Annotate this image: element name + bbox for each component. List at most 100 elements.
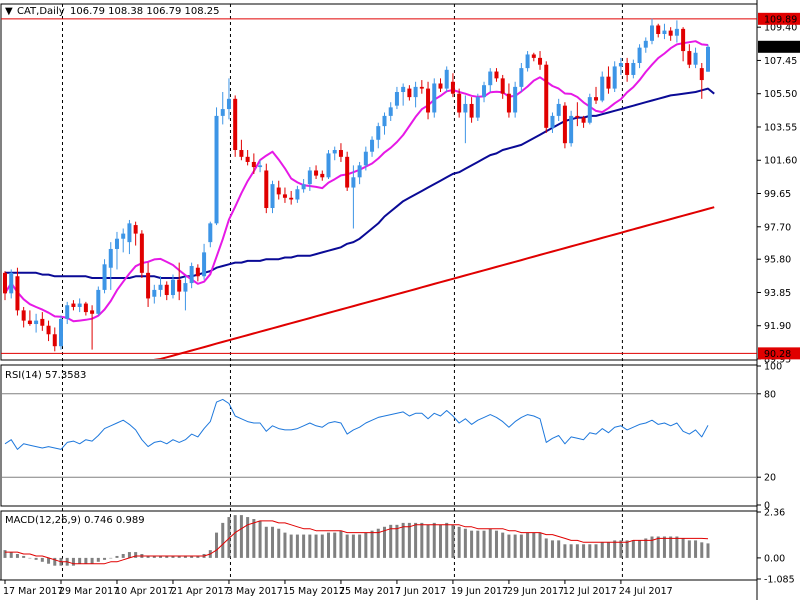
candle-body — [668, 30, 673, 36]
candle-body — [687, 51, 692, 65]
candle-body — [3, 272, 7, 294]
chart-title: CAT,Daily — [17, 6, 65, 17]
candle-body — [15, 276, 20, 311]
candle-body — [338, 150, 343, 157]
macd-histogram-bar — [513, 534, 517, 558]
macd-histogram-bar — [650, 536, 654, 558]
macd-histogram-bar — [600, 542, 604, 558]
macd-histogram-bar — [289, 534, 293, 558]
macd-histogram-bar — [327, 532, 331, 558]
macd-histogram-bar — [395, 524, 399, 558]
rsi-tick-label: 0 — [764, 501, 770, 512]
macd-histogram-bar — [15, 554, 19, 558]
candle-body — [301, 184, 306, 190]
macd-histogram-bar — [482, 530, 486, 558]
candle-body — [699, 68, 704, 81]
macd-histogram-bar — [196, 555, 200, 558]
x-tick-label: 3 May 2017 — [227, 586, 283, 597]
candle-body — [469, 103, 474, 118]
macd-histogram-bar — [451, 524, 455, 558]
rsi-pane[interactable] — [0, 364, 758, 507]
candle-body — [164, 284, 169, 296]
price-label-box — [758, 12, 800, 25]
macd-histogram-bar — [264, 526, 268, 558]
x-tick-label: 29 Mar 2017 — [59, 586, 119, 597]
candle-body — [575, 115, 580, 118]
macd-histogram-bar — [221, 522, 225, 558]
candle-body — [569, 115, 574, 144]
candle-body — [544, 64, 549, 128]
macd-histogram-bar — [134, 552, 138, 558]
macd-histogram-bar — [389, 524, 393, 558]
macd-histogram-bar — [71, 557, 75, 566]
macd-histogram-bar — [700, 542, 704, 558]
price-pane[interactable] — [0, 3, 758, 361]
candle-body — [202, 252, 207, 277]
macd-histogram-bar — [706, 543, 710, 558]
macd-histogram-bar — [28, 557, 32, 559]
macd-histogram-bar — [233, 515, 237, 558]
macd-signal-line — [5, 520, 709, 565]
candle-body — [183, 283, 188, 292]
macd-histogram-bar — [22, 555, 26, 558]
macd-histogram-bar — [401, 522, 405, 558]
macd-histogram-bar — [109, 557, 113, 559]
macd-histogram-bar — [103, 557, 107, 560]
price-tick-label: 103.55 — [764, 122, 797, 133]
macd-histogram-bar — [557, 540, 561, 558]
candle-body — [233, 98, 238, 151]
candle-body — [65, 305, 70, 319]
macd-histogram-bar — [470, 530, 474, 558]
macd-histogram-bar — [644, 538, 648, 558]
macd-tick-label: -1.085 — [764, 575, 795, 586]
macd-histogram-bar — [53, 557, 57, 566]
ma-mid-line — [5, 87, 715, 279]
price-tick-label: 109.40 — [764, 23, 797, 34]
candle-body — [426, 88, 431, 113]
macd-histogram-bar — [333, 532, 337, 558]
x-tick-label: 19 Jun 2017 — [451, 586, 508, 597]
macd-histogram-bar — [532, 532, 536, 558]
x-tick-label: 17 Mar 2017 — [3, 586, 63, 597]
candle-body — [351, 177, 356, 188]
price-tick-label: 101.60 — [764, 156, 797, 167]
macd-histogram-bar — [488, 528, 492, 558]
candle-body — [407, 88, 412, 98]
macd-title: MACD(12,26,9) 0.746 0.989 — [5, 515, 145, 526]
candle-body — [108, 248, 113, 268]
candle-body — [326, 153, 331, 178]
macd-histogram-bar — [90, 557, 94, 564]
candle-body — [438, 83, 443, 89]
candle-body — [643, 40, 648, 48]
candle-body — [258, 165, 263, 168]
price-tick-label: 107.45 — [764, 56, 797, 67]
x-tick-label: 24 Jul 2017 — [619, 586, 673, 597]
candle-body — [276, 187, 281, 195]
macd-histogram-bar — [351, 534, 355, 558]
candle-body — [245, 156, 250, 162]
macd-histogram-bar — [414, 522, 418, 558]
candle-body — [444, 69, 449, 89]
candle-body — [482, 85, 487, 98]
candle-body — [133, 225, 138, 234]
candle-body — [251, 161, 256, 168]
candle-body — [90, 310, 95, 314]
macd-histogram-bar — [171, 555, 175, 558]
candle-body — [606, 76, 611, 89]
macd-histogram-bar — [302, 534, 306, 558]
macd-histogram-bar — [606, 542, 610, 558]
candle-body — [58, 318, 63, 347]
candle-body — [612, 66, 617, 89]
ma-slow-line — [153, 206, 715, 359]
macd-histogram-bar — [190, 555, 194, 558]
macd-histogram-bar — [146, 555, 150, 558]
macd-histogram-bar — [78, 557, 82, 564]
candle-body — [681, 28, 686, 52]
macd-histogram-bar — [420, 522, 424, 558]
x-tick-label: 12 Jul 2017 — [563, 586, 617, 597]
macd-histogram-bar — [687, 540, 691, 558]
x-tick-label: 10 Apr 2017 — [115, 586, 174, 597]
macd-histogram-bar — [544, 538, 548, 558]
